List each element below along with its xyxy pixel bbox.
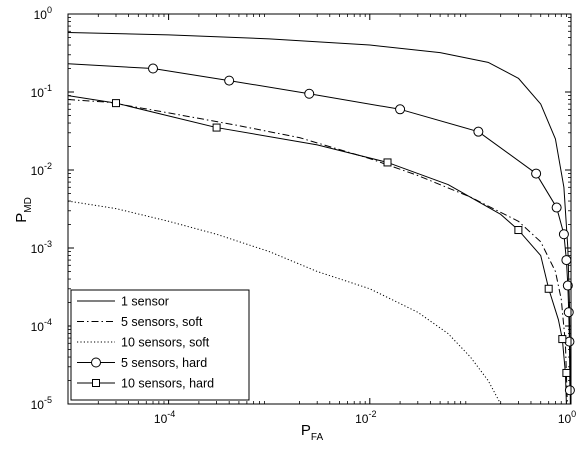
legend-label-1: 1 sensor xyxy=(121,295,169,309)
series-4-marker xyxy=(224,75,235,86)
series-5-marker xyxy=(562,368,571,377)
plot-frame xyxy=(67,13,572,405)
series-4-marker xyxy=(304,88,315,99)
series-4-marker xyxy=(561,255,572,266)
ticks-layer: 10-4 10-2 100 10-5 10-4 10-3 10-2 10-1 100 xyxy=(31,5,577,426)
legend-box xyxy=(70,289,250,401)
y-tick-label: 10-5 xyxy=(31,395,52,412)
y-tick-label: 10-1 xyxy=(31,83,52,100)
series-4-marker xyxy=(473,126,484,137)
legend-label-3: 10 sensors, soft xyxy=(121,336,210,350)
series-5-marker xyxy=(544,284,553,293)
x-axis-label: PFA xyxy=(301,422,324,443)
legend-marker-5 xyxy=(92,379,100,387)
series-4-marker xyxy=(148,63,159,74)
legend: 1 sensor 5 sensors, soft 10 sensors, soft 5… xyxy=(70,289,250,401)
y-tick-label: 10-4 xyxy=(31,317,52,334)
series-5-marker xyxy=(383,158,392,167)
series-line-3 xyxy=(68,200,502,404)
x-tick-label: 10-4 xyxy=(154,409,175,426)
series-4-marker xyxy=(395,104,406,115)
x-tick-label: 10-2 xyxy=(355,409,376,426)
series-4-marker xyxy=(558,229,569,240)
series-line-1 xyxy=(68,31,571,404)
series-4-marker xyxy=(551,202,562,213)
legend-label-4: 5 sensors, hard xyxy=(121,356,207,370)
series-5-marker xyxy=(558,335,567,344)
y-tick-label: 10-3 xyxy=(31,239,52,256)
legend-label-5: 10 sensors, hard xyxy=(121,377,214,391)
series-5-marker xyxy=(514,226,523,235)
legend-label-2: 5 sensors, soft xyxy=(121,315,203,329)
series-4-marker xyxy=(562,280,573,291)
y-axis-label: PMD xyxy=(13,197,34,223)
series-line-2 xyxy=(68,99,568,404)
series-4-marker xyxy=(564,385,575,396)
y-tick-label: 100 xyxy=(34,5,52,22)
series-4-marker xyxy=(531,168,542,179)
series-4-marker xyxy=(563,307,574,318)
markers-layer xyxy=(111,63,575,396)
y-tick-label: 10-2 xyxy=(31,161,52,178)
series-5-marker xyxy=(111,99,120,108)
series-5-marker xyxy=(212,123,221,132)
legend-marker-4 xyxy=(91,357,101,368)
x-tick-label: 100 xyxy=(558,409,576,426)
